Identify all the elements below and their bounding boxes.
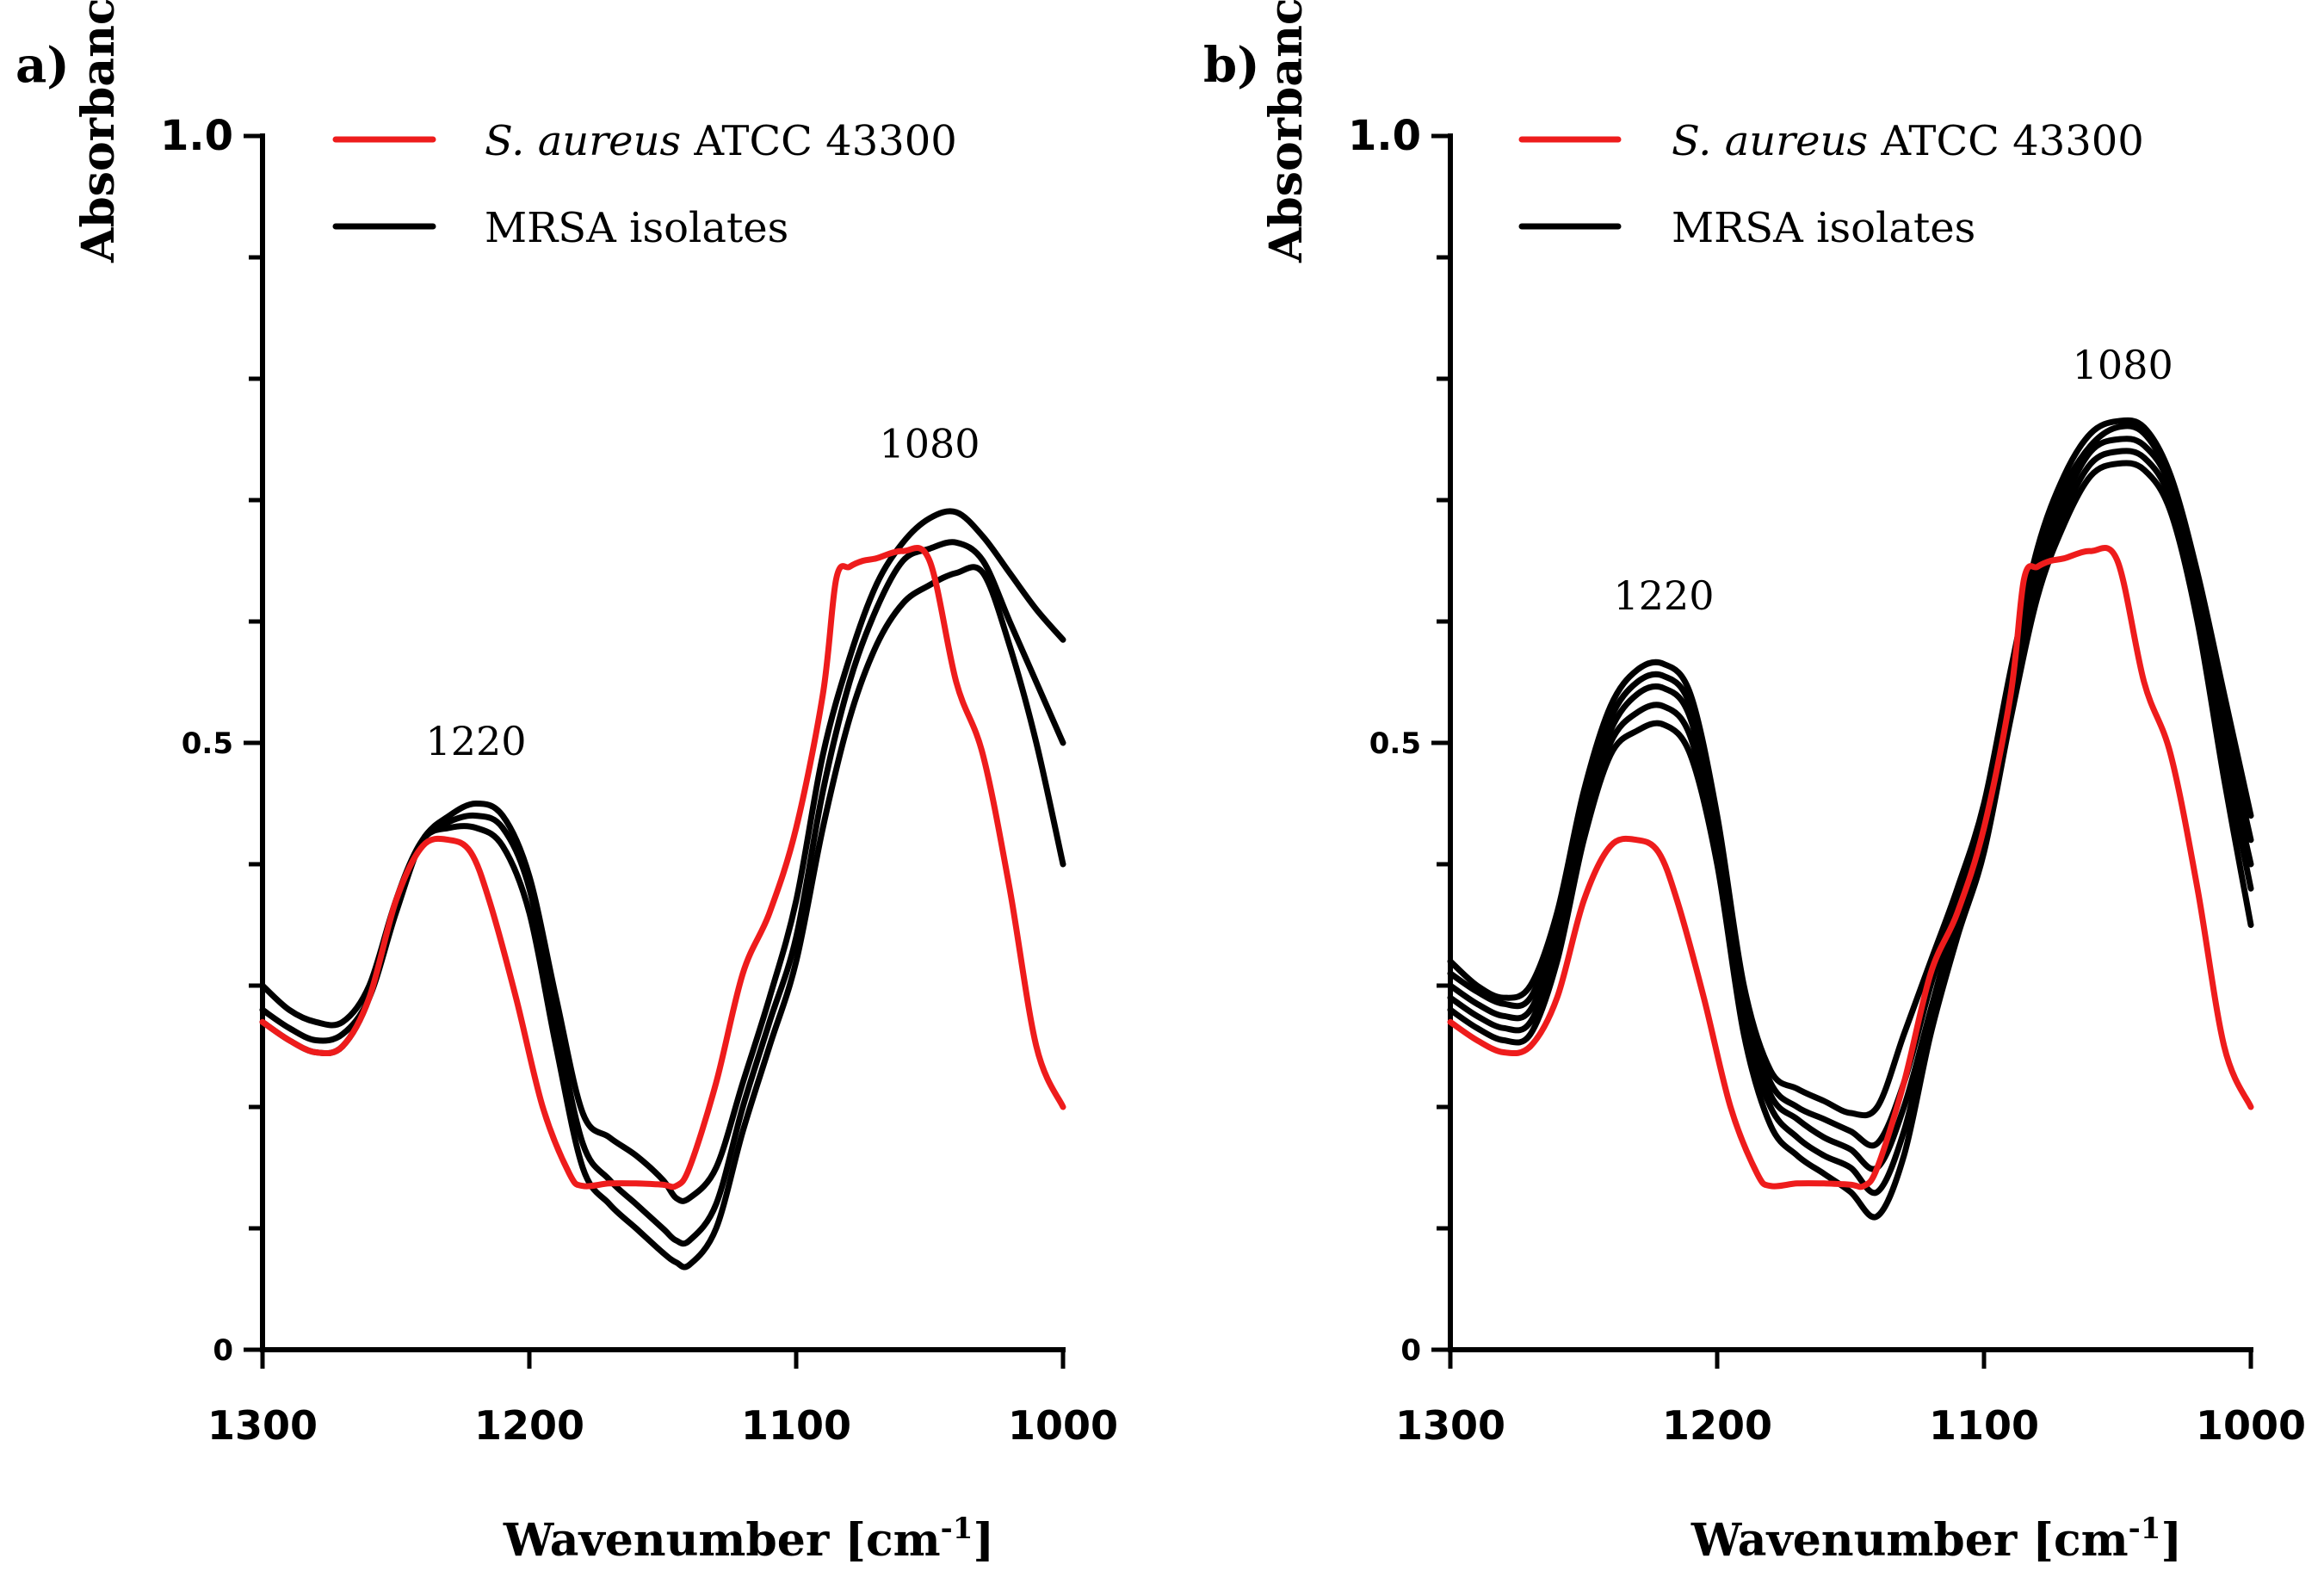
- x-tick-label: 1200: [1662, 1402, 1772, 1449]
- series-line-isolate: [1447, 436, 2254, 1172]
- x-tick-label: 1000: [2196, 1402, 2306, 1449]
- x-axis-label: Wavenumber [cm-1]: [503, 1512, 994, 1567]
- legend-entry-isolates: MRSA isolates: [485, 204, 788, 252]
- legend: S. aureus ATCC 43300 MRSA isolates: [332, 117, 957, 252]
- legend-entry-reference: S. aureus ATCC 43300: [1672, 117, 2144, 165]
- y-tick-label: 0.5: [1369, 727, 1421, 761]
- y-tick-label: 0: [1400, 1333, 1421, 1368]
- legend-entry-isolates: MRSA isolates: [1672, 204, 1975, 252]
- x-tick-label: 1300: [207, 1402, 318, 1449]
- series-line-isolate: [259, 564, 1066, 1271]
- legend-entry-reference: S. aureus ATCC 43300: [485, 117, 957, 165]
- x-axis-label: Wavenumber [cm-1]: [1690, 1512, 2182, 1567]
- panel-a: a) Absorbance S. aureus ATCC 43300 MRSA …: [15, 0, 1118, 1567]
- legend: S. aureus ATCC 43300 MRSA isolates: [1518, 117, 2144, 252]
- plot-area: 0 0.5 1.0 1300 1200 1100 1000 1220 1080: [1348, 112, 2306, 1449]
- series-line-reference: [259, 545, 1066, 1190]
- series-line-isolate: [1447, 423, 2254, 1149]
- series-line-reference: [1447, 545, 2254, 1190]
- panel-label: a): [15, 37, 70, 94]
- x-tick-label: 1100: [1929, 1402, 2039, 1449]
- series-line-isolate: [1447, 460, 2254, 1221]
- y-axis-label: Absorbance: [1260, 0, 1313, 263]
- series-line-isolate: [1447, 448, 2254, 1197]
- panel-label: b): [1203, 37, 1260, 94]
- x-tick-label: 1300: [1395, 1402, 1505, 1449]
- plot-area: 0 0.5 1.0 1300 1200 1100 1000 1220 1080: [160, 112, 1118, 1449]
- y-tick-label: 1.0: [1348, 112, 1421, 160]
- series-line-isolate: [259, 539, 1066, 1247]
- x-tick-label: 1000: [1008, 1402, 1118, 1449]
- y-tick-label: 1.0: [160, 112, 233, 160]
- panel-b: b) Absorbance S. aureus ATCC 43300 MRSA …: [1203, 0, 2306, 1567]
- peak-annotation: 1080: [2073, 342, 2173, 388]
- y-tick-label: 0.5: [182, 727, 233, 761]
- series-line-isolate: [1447, 417, 2254, 1119]
- y-axis-label: Absorbance: [72, 0, 125, 263]
- x-tick-label: 1100: [741, 1402, 851, 1449]
- y-tick-label: 0: [213, 1333, 233, 1368]
- peak-annotation: 1220: [425, 718, 526, 764]
- peak-annotation: 1220: [1613, 572, 1714, 619]
- x-tick-label: 1200: [474, 1402, 584, 1449]
- peak-annotation: 1080: [879, 421, 980, 467]
